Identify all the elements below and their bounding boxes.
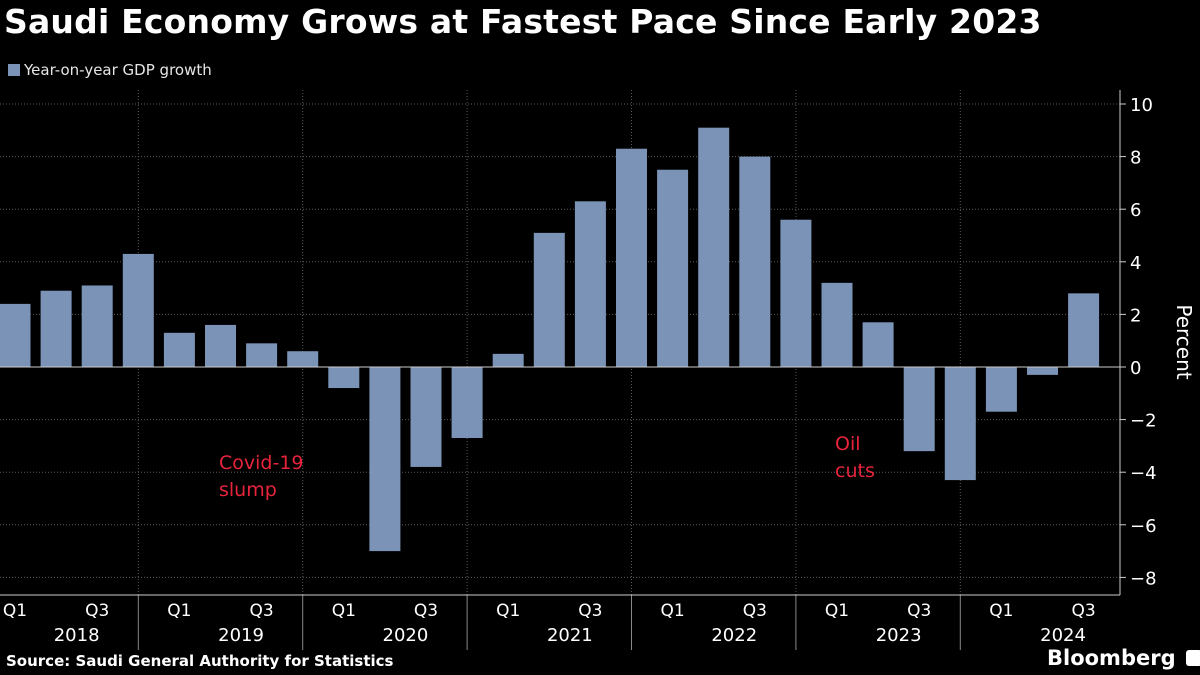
quarter-label: Q1 [989, 601, 1013, 621]
bar-2019-q1 [163, 332, 195, 367]
bar-2022-q1 [657, 169, 689, 367]
chart-icon [1185, 650, 1200, 666]
bar-2020-q1 [328, 367, 360, 389]
bar-2023-q1 [821, 282, 853, 367]
bar-2021-q3 [574, 201, 606, 367]
y-axis-label: Percent [1172, 304, 1196, 379]
bar-2018-q1 [0, 303, 31, 367]
bloomberg-logo: Bloomberg [1047, 646, 1200, 670]
annotation-text: slump [219, 479, 277, 501]
y-tick-label: −6 [1130, 516, 1157, 537]
quarter-label: Q1 [825, 601, 849, 621]
chart-title: Saudi Economy Grows at Fastest Pace Sinc… [4, 2, 1042, 41]
year-label: 2021 [547, 625, 593, 646]
quarter-label: Q3 [249, 601, 273, 621]
quarter-label: Q1 [167, 601, 191, 621]
quarter-label: Q1 [496, 601, 520, 621]
y-tick-label: −8 [1130, 568, 1157, 589]
bar-2021-q2 [533, 232, 565, 367]
bar-2018-q3 [81, 285, 113, 367]
year-label: 2022 [711, 625, 757, 646]
bar-2024-q2 [1027, 367, 1058, 375]
bar-2022-q4 [780, 219, 812, 367]
brand-text: Bloomberg [1047, 646, 1176, 670]
y-tick-label: 6 [1130, 200, 1141, 221]
bar-2023-q2 [862, 322, 894, 367]
bar-2020-q2 [369, 367, 401, 552]
bar-2019-q2 [205, 324, 236, 367]
y-tick-label: 8 [1130, 148, 1141, 169]
year-label: 2023 [876, 625, 922, 646]
quarter-label: Q3 [578, 601, 602, 621]
y-tick-label: −4 [1130, 463, 1157, 484]
year-label: 2018 [54, 625, 100, 646]
year-label: 2024 [1040, 625, 1086, 646]
legend-label: Year-on-year GDP growth [24, 61, 212, 79]
bar-2021-q4 [616, 148, 647, 367]
legend-swatch [8, 64, 20, 76]
bar-2022-q3 [739, 156, 771, 367]
y-tick-label: −2 [1130, 411, 1157, 432]
bar-2023-q3 [903, 367, 935, 452]
quarter-label: Q3 [414, 601, 438, 621]
quarter-label: Q1 [660, 601, 684, 621]
bar-2022-q2 [698, 127, 730, 367]
y-tick-label: 10 [1130, 95, 1153, 116]
annotation-text: cuts [835, 460, 875, 482]
quarter-label: Q1 [3, 601, 27, 621]
bar-2024-q3 [1068, 293, 1100, 367]
quarter-label: Q1 [332, 601, 356, 621]
y-tick-label: 0 [1130, 358, 1141, 379]
bar-2018-q2 [40, 290, 72, 367]
quarter-label: Q3 [907, 601, 931, 621]
bar-2020-q3 [410, 367, 442, 467]
source-note: Source: Saudi General Authority for Stat… [6, 652, 394, 670]
bar-2024-q1 [985, 367, 1017, 412]
bar-2019-q3 [246, 343, 278, 367]
annotation-text: Oil [835, 433, 861, 455]
bar-2019-q4 [287, 351, 319, 367]
year-label: 2020 [383, 625, 429, 646]
annotation-text: Covid-19 [219, 452, 304, 474]
quarter-label: Q3 [85, 601, 109, 621]
bar-2021-q1 [492, 353, 524, 367]
year-label: 2019 [218, 625, 264, 646]
legend: Year-on-year GDP growth [8, 61, 212, 79]
y-tick-label: 4 [1130, 253, 1141, 274]
quarter-label: Q3 [1071, 601, 1095, 621]
quarter-label: Q3 [743, 601, 767, 621]
bar-2018-q4 [122, 253, 154, 367]
bar-2023-q4 [944, 367, 976, 481]
y-tick-label: 2 [1130, 305, 1141, 326]
bar-2020-q4 [451, 367, 483, 439]
